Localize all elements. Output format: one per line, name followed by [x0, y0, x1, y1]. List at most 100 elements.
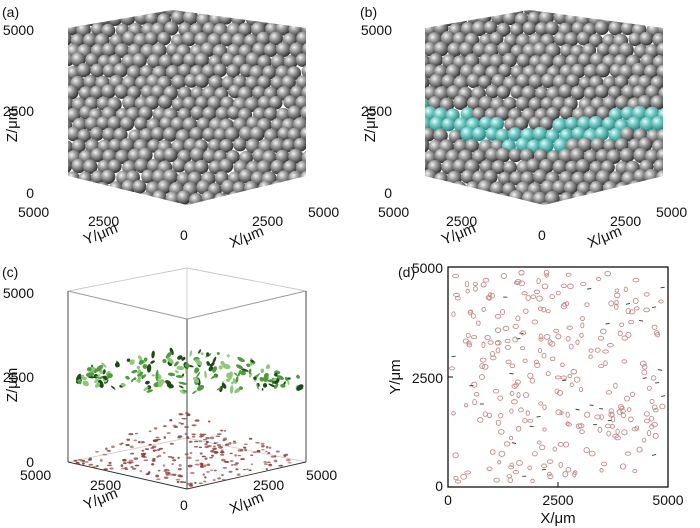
section-circle — [481, 363, 489, 370]
sphere — [485, 84, 500, 99]
sphere — [171, 202, 186, 205]
projection-speck — [184, 426, 189, 428]
section-circle — [472, 286, 478, 292]
sphere — [652, 181, 663, 196]
section-circle — [479, 357, 487, 363]
fragment — [97, 374, 100, 378]
sphere — [103, 10, 118, 15]
fragment — [185, 368, 187, 375]
sphere — [633, 147, 649, 163]
section-circle — [568, 343, 574, 350]
projection-speck — [88, 457, 92, 461]
sphere — [219, 10, 233, 25]
section-circle — [536, 295, 543, 302]
highlighted-sphere — [571, 126, 586, 141]
projection-speck — [260, 442, 265, 445]
section-circle — [642, 437, 647, 443]
panel-a-y-axis-label: Y/μm — [81, 220, 120, 249]
section-circle — [504, 338, 511, 344]
fragment — [237, 357, 245, 363]
projection-speck — [204, 476, 207, 479]
section-circle — [473, 391, 480, 397]
projection-speck — [250, 454, 254, 457]
projection-speck — [237, 454, 242, 457]
sphere — [608, 20, 623, 36]
sphere — [194, 73, 209, 89]
sphere — [114, 84, 129, 99]
sphere — [528, 116, 543, 131]
section-circle — [513, 280, 521, 285]
sphere — [559, 43, 574, 58]
fragment — [274, 372, 278, 377]
fragment — [94, 377, 99, 384]
sphere — [620, 126, 636, 142]
section-circle — [547, 339, 553, 346]
section-circle — [464, 281, 470, 288]
section-circle — [597, 426, 603, 433]
section-circle — [651, 404, 658, 410]
projection-speck — [221, 478, 226, 481]
sphere — [83, 180, 99, 196]
section-circle — [617, 404, 625, 410]
fragment — [177, 355, 183, 360]
sphere — [425, 202, 431, 205]
panel-b-y-tick-2500: 2500 — [446, 213, 477, 229]
fragment — [106, 373, 113, 379]
sphere — [195, 201, 210, 205]
section-circle — [536, 440, 542, 445]
panel-d-y-tick-2500: 2500 — [412, 370, 443, 386]
sphere — [68, 31, 73, 47]
fragment — [173, 361, 179, 367]
fragment — [176, 365, 185, 371]
sphere — [434, 10, 449, 17]
sphere — [220, 32, 234, 47]
sphere — [528, 97, 543, 112]
projection-speck — [232, 440, 236, 443]
projection-speck — [193, 445, 199, 448]
sphere — [225, 10, 240, 15]
section-circle — [630, 391, 636, 398]
fragment — [208, 366, 214, 372]
sphere — [429, 10, 445, 25]
panel-d-x-tick-0: 0 — [444, 492, 452, 508]
sphere — [638, 137, 653, 152]
panel-d-y-tick-0: 0 — [435, 478, 443, 494]
fragment — [146, 364, 152, 373]
sphere — [650, 95, 663, 110]
sphere — [183, 202, 198, 205]
section-circle — [530, 294, 537, 300]
fragment — [272, 378, 277, 382]
projection-speck — [215, 435, 221, 438]
section-circle — [647, 385, 652, 391]
projection-speck — [189, 452, 193, 454]
section-circle — [516, 460, 523, 466]
section-circle — [508, 435, 514, 441]
sphere — [270, 75, 285, 91]
section-circle — [649, 424, 655, 430]
section-circle — [600, 328, 607, 335]
sphere — [77, 128, 92, 143]
sphere — [577, 53, 592, 67]
sphere — [202, 127, 217, 142]
projection-speck — [267, 452, 271, 454]
sphere — [656, 10, 663, 16]
section-dash — [642, 377, 647, 379]
projection-speck — [255, 442, 260, 444]
sphere — [89, 85, 104, 100]
projection-speck — [169, 442, 174, 445]
projection-speck — [140, 452, 146, 456]
sphere — [90, 170, 105, 185]
sphere — [268, 31, 284, 46]
fragment — [137, 355, 143, 361]
sphere — [646, 10, 661, 16]
highlighted-sphere — [460, 126, 476, 142]
fragment — [110, 385, 116, 390]
section-circle — [451, 411, 456, 416]
section-circle — [493, 477, 500, 483]
sphere — [510, 85, 524, 99]
section-circle — [492, 388, 500, 394]
sphere — [425, 127, 436, 142]
section-circle — [511, 383, 518, 389]
projection-speck — [198, 446, 203, 448]
sphere — [565, 73, 580, 88]
